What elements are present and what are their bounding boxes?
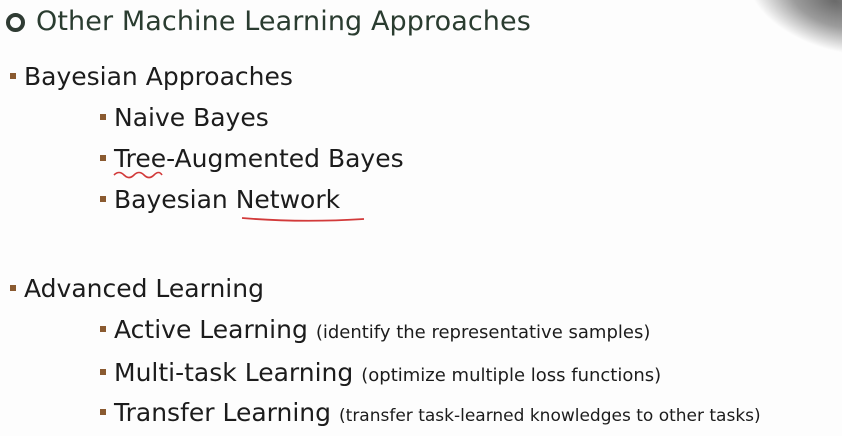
list-item-label: Multi-task Learning <box>114 358 354 387</box>
slide-title-row: Other Machine Learning Approaches <box>6 6 531 37</box>
section-heading-label: Bayesian Approaches <box>24 62 293 91</box>
square-bullet-icon <box>100 409 106 415</box>
circle-bullet-icon <box>6 13 25 32</box>
red-squiggle-underline-icon <box>113 171 163 179</box>
list-item-transfer-learning: Transfer Learning (transfer task-learned… <box>100 398 761 427</box>
square-bullet-icon <box>100 114 106 120</box>
list-item-note: (identify the representative samples) <box>315 322 651 343</box>
square-bullet-icon <box>100 196 106 202</box>
section-heading-label: Advanced Learning <box>24 274 264 303</box>
list-item-note: (transfer task-learned knowledges to oth… <box>339 406 761 426</box>
square-bullet-icon <box>100 369 106 375</box>
section-heading-bayesian: Bayesian Approaches <box>10 62 293 91</box>
square-bullet-icon <box>100 155 106 161</box>
square-bullet-icon <box>10 73 16 79</box>
square-bullet-icon <box>100 326 106 332</box>
list-item-bayesian-network: Bayesian Network <box>100 185 340 214</box>
list-item-tree-augmented-bayes: Tree-Augmented Bayes <box>100 144 404 173</box>
slide-title: Other Machine Learning Approaches <box>36 6 531 37</box>
section-heading-advanced-learning: Advanced Learning <box>10 274 264 303</box>
list-item-label: Tree-Augmented Bayes <box>114 144 404 173</box>
list-item-note: (optimize multiple loss functions) <box>361 365 662 386</box>
red-underline-icon <box>241 217 365 222</box>
square-bullet-icon <box>10 285 16 291</box>
list-item-label: Active Learning <box>114 315 308 344</box>
list-item-label: Bayesian Network <box>114 185 341 214</box>
list-item-naive-bayes: Naive Bayes <box>100 103 269 132</box>
list-item-label: Naive Bayes <box>114 103 269 132</box>
corner-shadow <box>734 0 842 57</box>
list-item-label: Transfer Learning <box>114 398 332 427</box>
list-item-active-learning: Active Learning (identify the representa… <box>100 315 650 344</box>
list-item-multi-task-learning: Multi-task Learning (optimize multiple l… <box>100 358 661 387</box>
